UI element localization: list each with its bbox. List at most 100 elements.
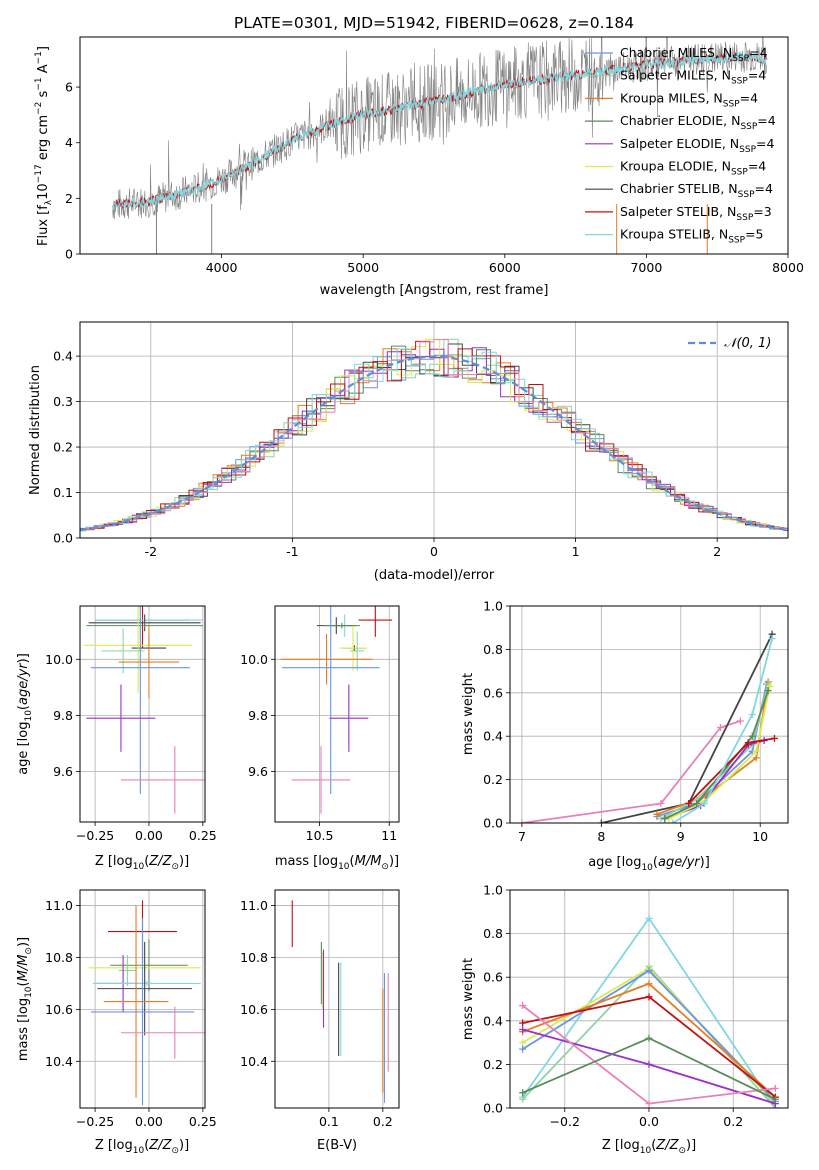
series-marker	[645, 980, 653, 988]
x-tick-label: 0.2	[723, 1114, 743, 1129]
series-marker	[770, 734, 778, 742]
series-marker	[736, 717, 744, 725]
series-marker	[645, 914, 653, 922]
x-tick-label: 7	[518, 829, 526, 844]
error-bar-point	[118, 954, 137, 987]
y-tick-label: 9.8	[248, 708, 268, 723]
y-axis-label: mass weight	[461, 958, 476, 1040]
y-tick-label: 6	[65, 80, 73, 95]
y-tick-label: 9.8	[53, 708, 73, 723]
y-tick-label: 0.4	[53, 349, 73, 364]
spectrum-series	[112, 37, 768, 254]
x-tick-label: 1	[572, 544, 580, 559]
residual-histogram	[80, 340, 788, 531]
y-tick-label: 0.8	[483, 642, 503, 657]
massweight-vs-z-frame	[509, 889, 789, 1109]
y-tick-label: 10.4	[45, 1054, 73, 1069]
y-tick-label: 10.8	[45, 950, 73, 965]
x-axis-label: Z [log10(Z/Z⊙)]	[602, 1138, 696, 1156]
x-tick-label: 4000	[206, 260, 238, 275]
legend-label: Salpeter MILES, NSSP=4	[620, 68, 766, 87]
series-marker	[768, 635, 776, 643]
error-bar-point	[95, 617, 203, 623]
y-tick-label: 10.6	[240, 1002, 268, 1017]
x-tick-label: 0.00	[135, 828, 163, 843]
x-tick-label: 5000	[347, 260, 379, 275]
series-marker	[764, 687, 772, 695]
series-line	[653, 680, 771, 820]
x-axis-label: mass [log10(M/M⊙)]	[275, 854, 399, 872]
error-bar-point	[120, 1006, 205, 1059]
y-tick-label: 10.8	[240, 950, 268, 965]
series-marker	[752, 747, 760, 755]
y-tick-label: 10.6	[45, 1002, 73, 1017]
y-axis-label: Flux [fλ10−17 erg cm−2 s−1 A−1]	[34, 46, 54, 246]
series-line	[519, 993, 779, 1101]
y-tick-label: 10.0	[240, 652, 268, 667]
series-marker	[519, 1039, 527, 1047]
residuals-frame	[79, 321, 789, 539]
x-tick-label: 0.2	[373, 1114, 393, 1129]
y-axis-label: mass [log10(M/M⊙)]	[16, 937, 34, 1061]
series-marker	[701, 799, 709, 807]
spectrum-axes: 4000 5000 6000 7000 8000 0 2 4 6	[65, 80, 804, 275]
y-tick-label: 0.4	[483, 729, 503, 744]
legend-label: Salpeter STELIB, NSSP=3	[620, 204, 772, 223]
y-tick-label: 1.0	[483, 599, 503, 614]
x-tick-label: -2	[145, 544, 157, 559]
series-marker	[661, 815, 669, 823]
x-tick-label: 0.25	[189, 1114, 217, 1129]
y-tick-label: 0.6	[483, 970, 503, 985]
legend-label: 𝒩(0, 1)	[724, 336, 771, 351]
error-bar-point	[329, 684, 369, 752]
series-line	[519, 1002, 779, 1108]
x-tick-label: 7000	[630, 260, 662, 275]
massweight-vs-age-series	[518, 630, 778, 823]
error-bar-point	[90, 606, 190, 794]
error-bar-point	[280, 634, 373, 685]
spectrum-model	[112, 51, 768, 210]
age-vs-mass-points	[280, 606, 393, 814]
error-bar-point	[86, 622, 203, 629]
normal-curve	[80, 355, 786, 532]
x-axis-label: wavelength [Angstrom, rest frame]	[320, 283, 549, 298]
series-marker	[716, 724, 724, 732]
y-tick-label: 2	[65, 191, 73, 206]
series-line	[518, 717, 744, 823]
y-tick-label: 0.2	[483, 1057, 503, 1072]
error-bar-point	[92, 980, 201, 987]
x-tick-label: −0.25	[76, 1114, 114, 1129]
series-marker	[669, 819, 677, 823]
error-bar-point	[120, 746, 205, 814]
x-tick-label: 0	[430, 544, 438, 559]
series-marker	[597, 819, 605, 823]
x-tick-label: 0.00	[135, 1114, 163, 1129]
x-tick-label: 0.1	[319, 1114, 339, 1129]
series-line	[519, 1034, 779, 1103]
error-bar-point	[103, 905, 169, 1098]
legend-label: Chabrier ELODIE, NSSP=4	[620, 113, 776, 132]
y-tick-label: 10.4	[240, 1054, 268, 1069]
mass-vs-ebv-points	[291, 900, 389, 1103]
age-vs-z-axes: −0.25 0.00 0.25 9.6 9.8 10.0	[45, 606, 217, 843]
spectrum-frame	[79, 36, 789, 255]
error-bar-point	[90, 918, 195, 1106]
x-axis-label: age [log10(age/yr)]	[588, 855, 710, 873]
y-tick-label: 9.6	[248, 764, 268, 779]
series-marker	[519, 1089, 527, 1097]
series-marker	[748, 711, 756, 718]
y-tick-label: 0.0	[483, 816, 503, 831]
error-bar-point	[86, 684, 156, 752]
legend-label: Kroupa MILES, NSSP=4	[620, 90, 758, 109]
series-marker	[752, 754, 760, 762]
x-axis-label: (data-model)/error	[374, 568, 495, 583]
series-marker	[519, 1019, 527, 1027]
y-tick-label: 0.6	[483, 685, 503, 700]
x-tick-label: 10	[752, 829, 768, 844]
legend-label: Chabrier MILES, NSSP=4	[620, 45, 768, 64]
series-marker	[645, 1034, 653, 1042]
y-tick-label: 10.0	[45, 652, 73, 667]
massweight-vs-z-series	[519, 914, 779, 1108]
series-line	[669, 635, 776, 823]
y-tick-label: 1.0	[483, 883, 503, 898]
